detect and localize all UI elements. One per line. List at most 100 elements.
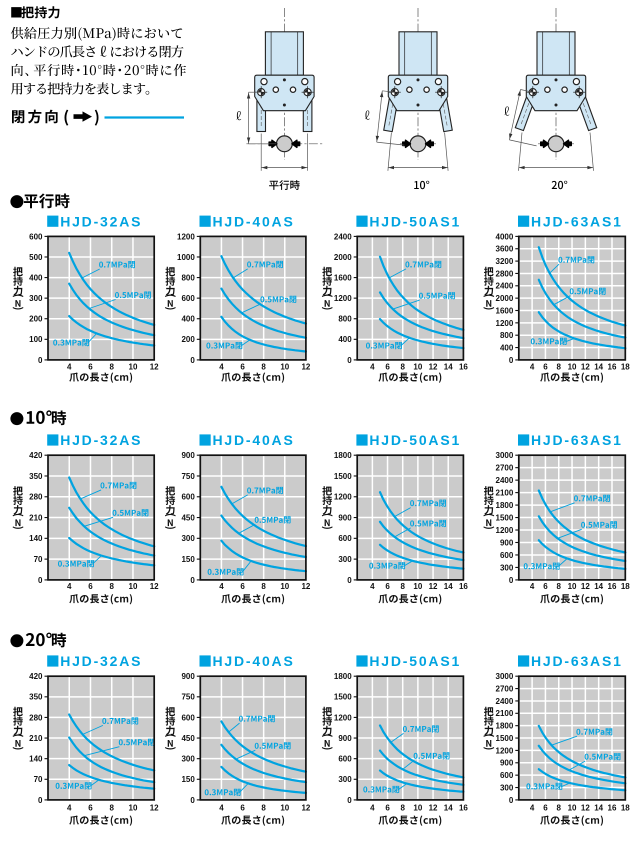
svg-text:750: 750 bbox=[181, 693, 195, 702]
svg-text:8: 8 bbox=[400, 804, 405, 813]
svg-text:450: 450 bbox=[181, 734, 195, 743]
svg-text:70: 70 bbox=[34, 555, 43, 564]
svg-text:0: 0 bbox=[347, 576, 352, 585]
svg-text:600: 600 bbox=[500, 771, 514, 780]
svg-text:400: 400 bbox=[181, 315, 195, 324]
svg-text:4: 4 bbox=[530, 363, 535, 372]
svg-text:600: 600 bbox=[29, 232, 43, 241]
svg-text:300: 300 bbox=[338, 555, 352, 564]
svg-text:800: 800 bbox=[181, 273, 195, 282]
svg-text:14: 14 bbox=[594, 804, 603, 813]
svg-text:0: 0 bbox=[509, 356, 514, 365]
svg-text:10: 10 bbox=[280, 804, 289, 813]
svg-text:4: 4 bbox=[67, 363, 72, 372]
svg-text:600: 600 bbox=[338, 755, 352, 764]
svg-text:0: 0 bbox=[38, 796, 43, 805]
svg-text:18: 18 bbox=[621, 363, 630, 372]
svg-text:600: 600 bbox=[181, 713, 195, 722]
svg-text:0: 0 bbox=[347, 356, 352, 365]
svg-text:4000: 4000 bbox=[496, 232, 514, 241]
svg-text:1800: 1800 bbox=[496, 722, 514, 731]
svg-text:HJD-40AS: HJD-40AS bbox=[213, 213, 295, 229]
svg-text:3200: 3200 bbox=[496, 257, 514, 266]
svg-text:8: 8 bbox=[261, 582, 266, 591]
svg-text:1500: 1500 bbox=[334, 472, 352, 481]
svg-text:16: 16 bbox=[608, 582, 617, 591]
svg-text:8: 8 bbox=[261, 804, 266, 813]
svg-text:2700: 2700 bbox=[496, 684, 514, 693]
svg-text:350: 350 bbox=[29, 693, 43, 702]
svg-text:1200: 1200 bbox=[496, 526, 514, 535]
svg-text:14: 14 bbox=[444, 804, 453, 813]
svg-text:1200: 1200 bbox=[496, 319, 514, 328]
svg-text:0: 0 bbox=[190, 796, 195, 805]
svg-text:16: 16 bbox=[608, 804, 617, 813]
svg-text:10: 10 bbox=[568, 804, 577, 813]
svg-text:12: 12 bbox=[581, 804, 590, 813]
svg-text:4: 4 bbox=[67, 582, 72, 591]
svg-text:16: 16 bbox=[459, 804, 468, 813]
svg-text:18: 18 bbox=[621, 582, 630, 591]
svg-text:6: 6 bbox=[240, 363, 245, 372]
svg-text:8: 8 bbox=[261, 363, 266, 372]
svg-text:1800: 1800 bbox=[334, 672, 352, 681]
svg-text:300: 300 bbox=[500, 563, 514, 572]
svg-text:10: 10 bbox=[413, 804, 422, 813]
svg-text:900: 900 bbox=[181, 451, 195, 460]
svg-text:12: 12 bbox=[301, 363, 310, 372]
svg-text:10: 10 bbox=[129, 363, 138, 372]
svg-text:300: 300 bbox=[181, 534, 195, 543]
svg-text:150: 150 bbox=[181, 775, 195, 784]
svg-text:0: 0 bbox=[38, 356, 43, 365]
svg-text:HJD-63AS1: HJD-63AS1 bbox=[531, 432, 623, 448]
svg-text:6: 6 bbox=[543, 363, 548, 372]
svg-text:280: 280 bbox=[29, 493, 43, 502]
svg-text:400: 400 bbox=[500, 343, 514, 352]
svg-text:280: 280 bbox=[29, 713, 43, 722]
svg-text:2100: 2100 bbox=[496, 489, 514, 498]
svg-text:400: 400 bbox=[338, 335, 352, 344]
svg-text:900: 900 bbox=[338, 734, 352, 743]
svg-text:10: 10 bbox=[129, 804, 138, 813]
svg-text:12: 12 bbox=[301, 804, 310, 813]
svg-text:1800: 1800 bbox=[496, 501, 514, 510]
svg-text:3600: 3600 bbox=[496, 245, 514, 254]
svg-text:HJD-50AS1: HJD-50AS1 bbox=[369, 432, 461, 448]
svg-text:8: 8 bbox=[400, 363, 405, 372]
svg-text:16: 16 bbox=[459, 582, 468, 591]
svg-text:6: 6 bbox=[240, 804, 245, 813]
svg-text:1500: 1500 bbox=[334, 693, 352, 702]
svg-text:10: 10 bbox=[129, 582, 138, 591]
svg-text:6: 6 bbox=[543, 582, 548, 591]
svg-text:4: 4 bbox=[370, 363, 375, 372]
svg-text:14: 14 bbox=[444, 363, 453, 372]
svg-text:2400: 2400 bbox=[496, 282, 514, 291]
svg-text:14: 14 bbox=[594, 363, 603, 372]
svg-text:8: 8 bbox=[109, 582, 114, 591]
svg-text:4: 4 bbox=[530, 804, 535, 813]
svg-text:1500: 1500 bbox=[496, 734, 514, 743]
svg-text:6: 6 bbox=[385, 582, 390, 591]
svg-text:HJD-63AS1: HJD-63AS1 bbox=[531, 653, 623, 669]
svg-text:0: 0 bbox=[38, 576, 43, 585]
svg-text:HJD-50AS1: HJD-50AS1 bbox=[369, 653, 461, 669]
svg-text:4: 4 bbox=[67, 804, 72, 813]
svg-text:10: 10 bbox=[280, 582, 289, 591]
svg-text:2000: 2000 bbox=[334, 253, 352, 262]
svg-text:4: 4 bbox=[219, 582, 224, 591]
svg-text:4: 4 bbox=[219, 804, 224, 813]
svg-text:18: 18 bbox=[621, 804, 630, 813]
svg-text:4: 4 bbox=[530, 582, 535, 591]
svg-text:1200: 1200 bbox=[334, 493, 352, 502]
svg-text:400: 400 bbox=[29, 273, 43, 282]
svg-text:12: 12 bbox=[301, 582, 310, 591]
svg-text:1500: 1500 bbox=[496, 513, 514, 522]
svg-text:16: 16 bbox=[608, 363, 617, 372]
svg-text:300: 300 bbox=[338, 775, 352, 784]
svg-text:600: 600 bbox=[181, 493, 195, 502]
svg-text:800: 800 bbox=[338, 315, 352, 324]
svg-text:300: 300 bbox=[29, 294, 43, 303]
svg-text:70: 70 bbox=[34, 775, 43, 784]
svg-text:HJD-32AS: HJD-32AS bbox=[60, 213, 142, 229]
svg-text:1000: 1000 bbox=[177, 253, 195, 262]
